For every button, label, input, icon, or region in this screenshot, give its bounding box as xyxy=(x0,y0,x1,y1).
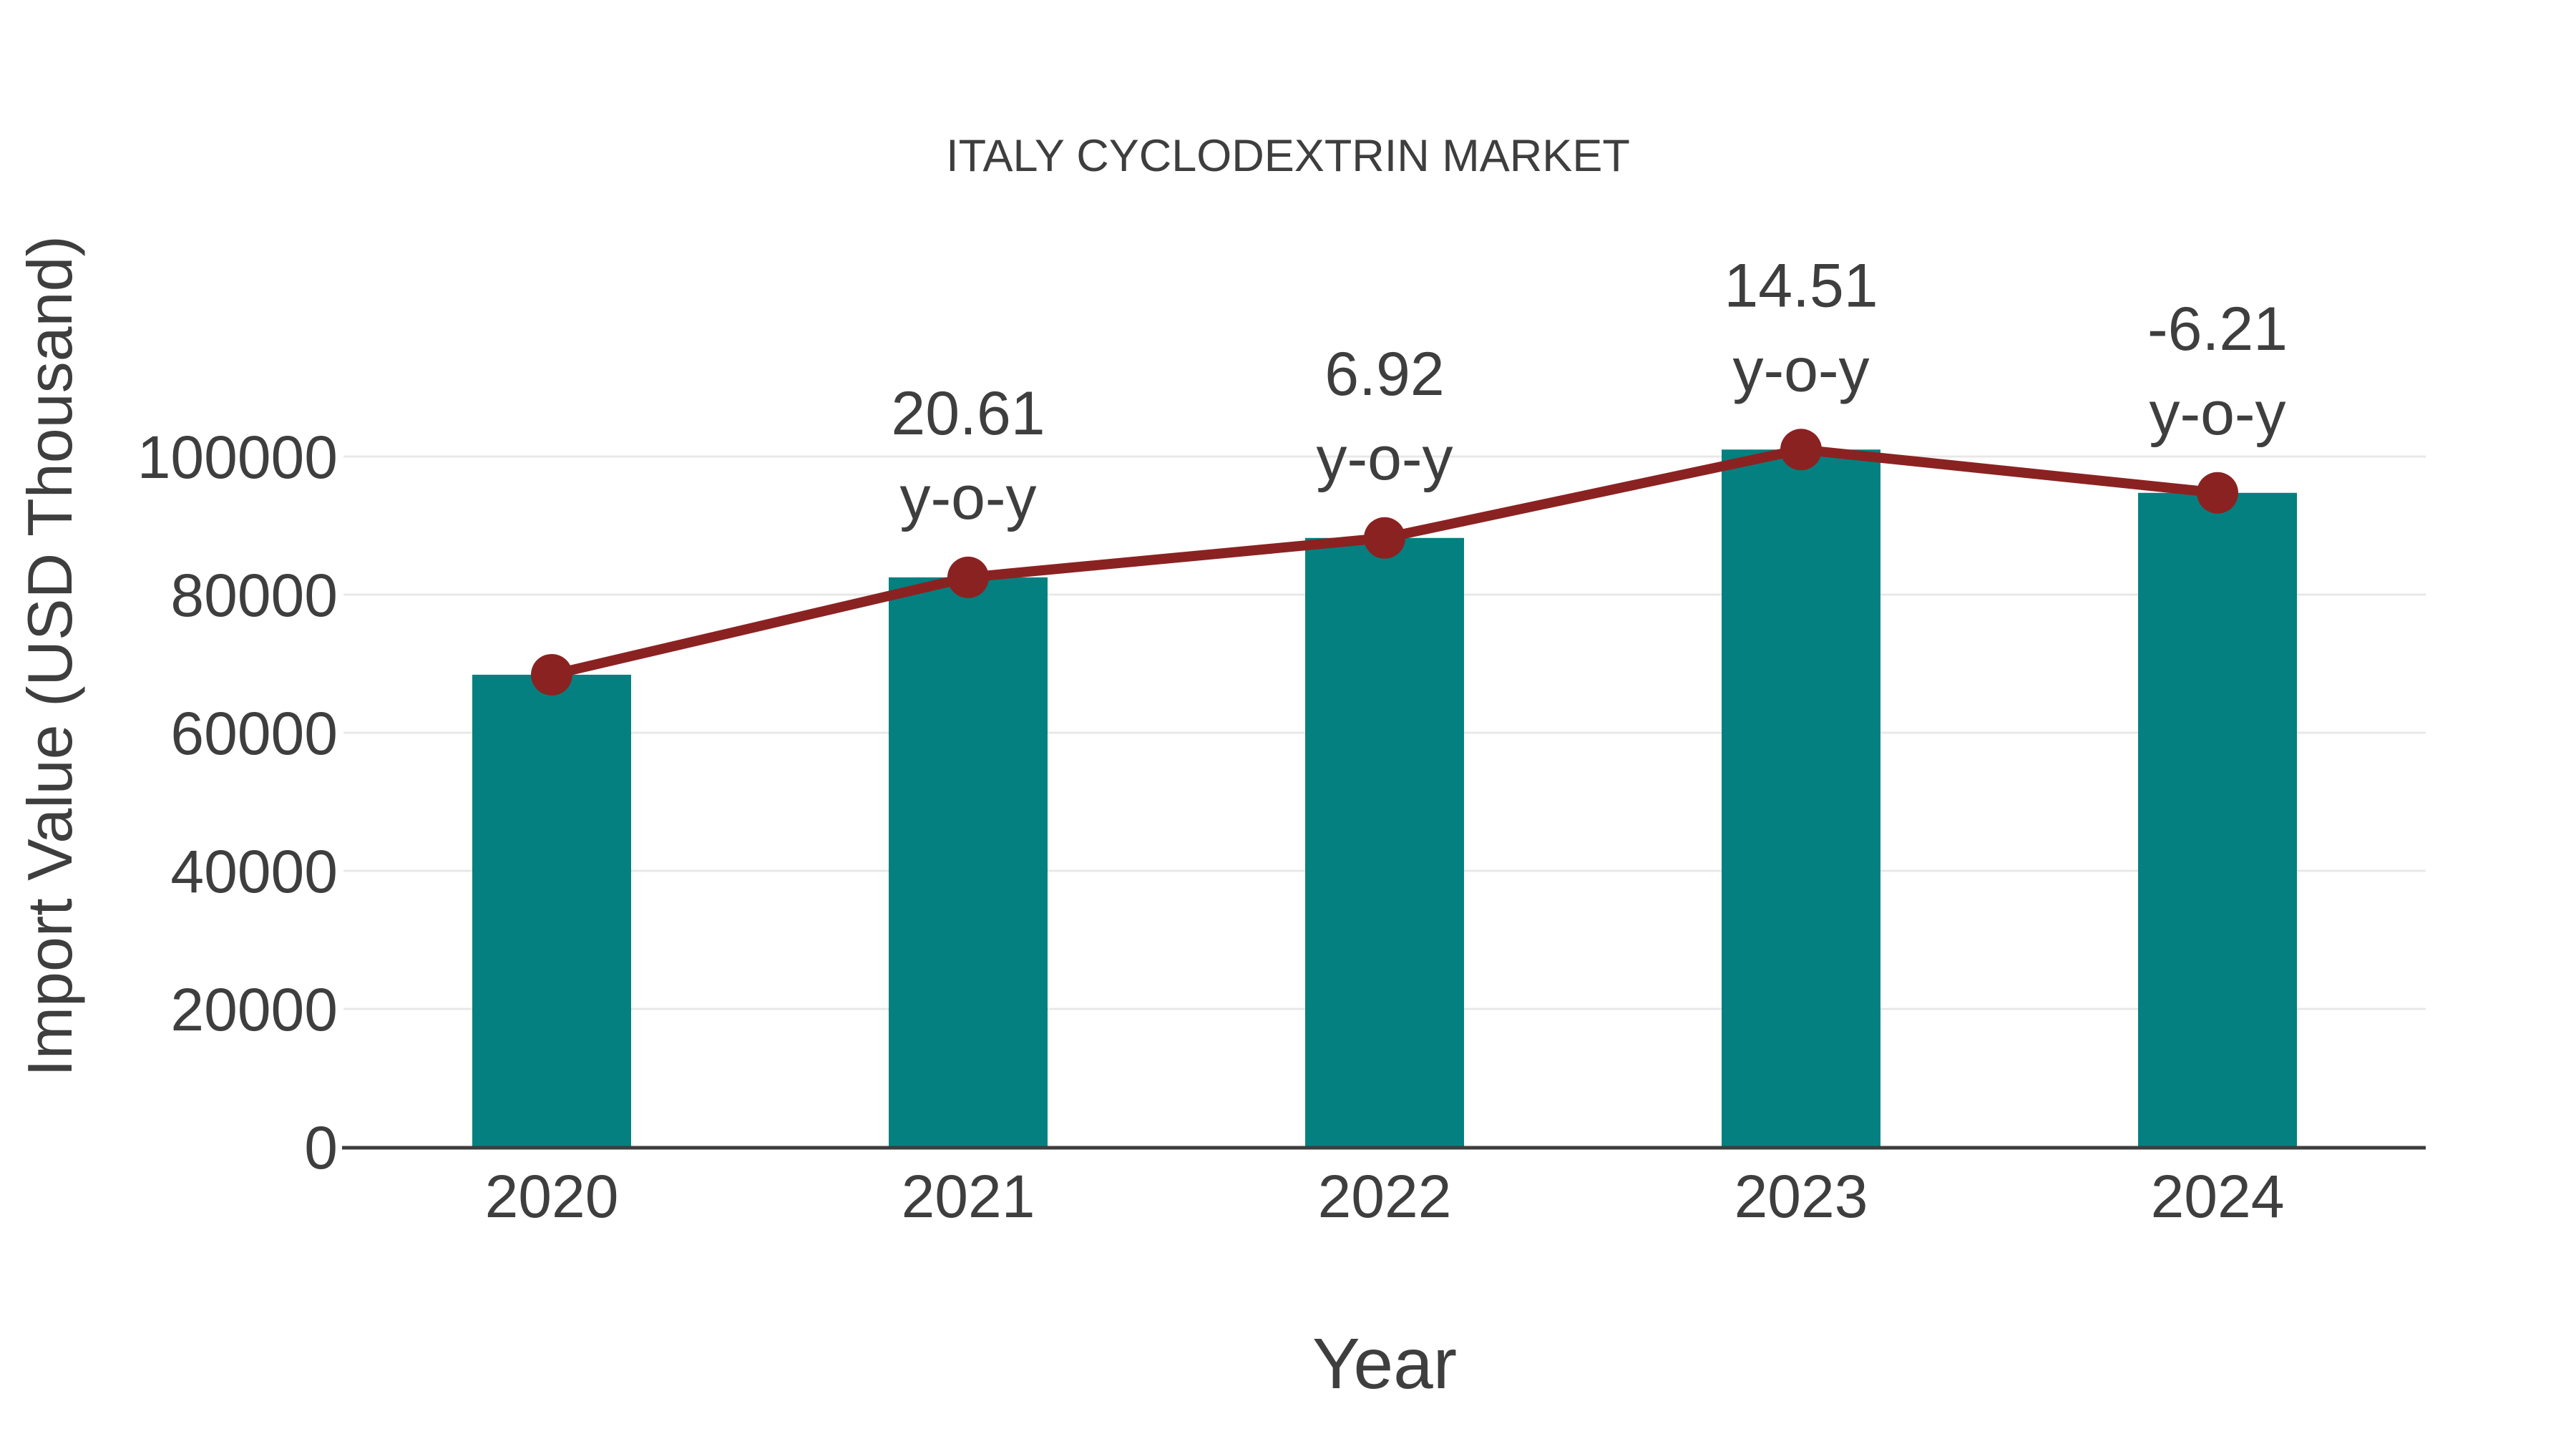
bar-2020 xyxy=(472,674,631,1148)
x-axis-title: Year xyxy=(1312,1324,1457,1404)
annotation-value-2024: -6.21 xyxy=(2147,295,2288,364)
annotation-value-2022: 6.92 xyxy=(1324,340,1444,409)
annotation-value-2021: 20.61 xyxy=(891,379,1045,448)
x-tick-label-2022: 2022 xyxy=(1318,1163,1452,1230)
bar-series xyxy=(472,449,2297,1148)
y-tick-label: 20000 xyxy=(170,976,338,1043)
data-point-2022 xyxy=(1364,517,1405,559)
y-tick-label: 60000 xyxy=(170,700,338,767)
bar-2023 xyxy=(1722,449,1880,1148)
annotation-suffix-2023: y-o-y xyxy=(1732,336,1869,404)
annotation-value-2023: 14.51 xyxy=(1724,251,1878,320)
annotation-suffix-2022: y-o-y xyxy=(1316,424,1453,493)
x-tick-labels: 2020 2021 2022 2023 2024 xyxy=(485,1163,2285,1230)
annotation-suffix-2024: y-o-y xyxy=(2149,379,2285,448)
bar-2024 xyxy=(2138,492,2297,1148)
chart-title: ITALY CYCLODEXTRIN MARKET xyxy=(946,131,1630,181)
x-tick-label-2021: 2021 xyxy=(902,1163,1035,1230)
x-tick-label-2020: 2020 xyxy=(485,1163,619,1230)
data-point-2023 xyxy=(1780,429,1822,471)
bar-2021 xyxy=(889,577,1048,1148)
bar-2022 xyxy=(1305,537,1464,1148)
data-point-2021 xyxy=(947,556,989,598)
line-series xyxy=(531,429,2238,696)
y-tick-label: 0 xyxy=(304,1114,338,1181)
y-axis-title: Import Value (USD Thousand) xyxy=(14,235,85,1077)
data-point-2020 xyxy=(531,653,572,696)
annotation-suffix-2021: y-o-y xyxy=(899,464,1036,532)
yoy-annotations: 20.61 y-o-y 6.92 y-o-y 14.51 y-o-y -6.21 y-o-y xyxy=(891,251,2288,532)
y-tick-label: 100000 xyxy=(137,424,338,491)
y-tick-label: 80000 xyxy=(170,562,338,629)
x-tick-label-2023: 2023 xyxy=(1735,1163,1868,1230)
y-tick-labels: 0 20000 40000 60000 80000 100000 xyxy=(137,424,338,1181)
x-tick-label-2024: 2024 xyxy=(2151,1163,2285,1230)
data-point-2024 xyxy=(2197,472,2238,514)
y-tick-label: 40000 xyxy=(170,838,338,905)
